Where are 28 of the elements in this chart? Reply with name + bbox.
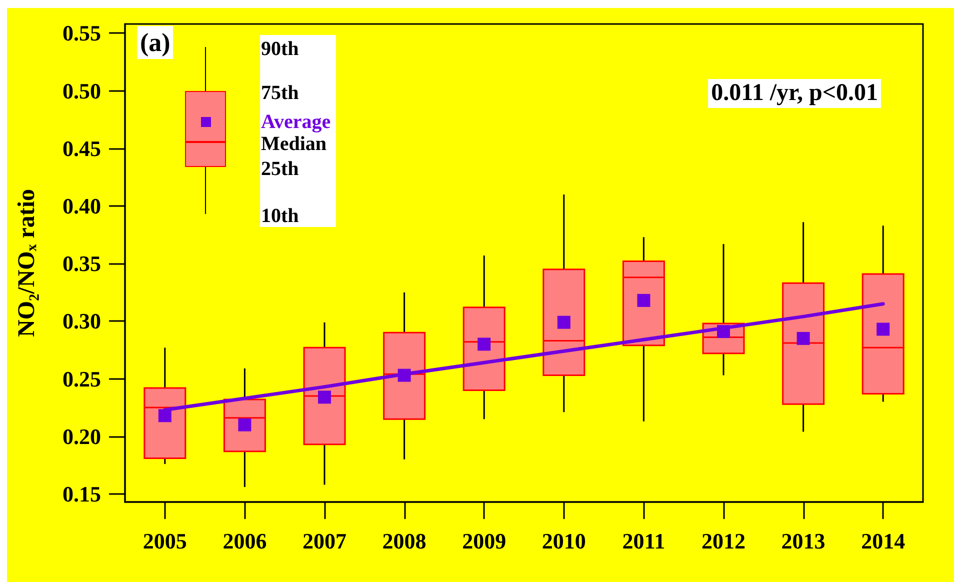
- y-tick-label: 0.20: [62, 424, 101, 449]
- y-tick-label: 0.50: [62, 78, 101, 104]
- x-tick-label: 2014: [861, 528, 906, 554]
- y-tick-label: 0.35: [62, 251, 101, 276]
- annotation: 25th: [261, 158, 299, 180]
- annotation: Average: [261, 111, 331, 133]
- annotation: Median: [261, 133, 327, 155]
- x-tick-label: 2012: [702, 528, 746, 554]
- x-tick-label: 2010: [542, 528, 586, 554]
- x-tick-label: 2011: [622, 528, 666, 554]
- annotation: (a): [137, 26, 174, 60]
- y-tick-label: 0.30: [62, 308, 101, 334]
- y-axis-title: NO₂/NOₓ ratio: [14, 188, 40, 338]
- x-tick-label: 2013: [781, 528, 826, 554]
- annotation: 10th: [261, 205, 299, 227]
- y-tick-label: 0.40: [62, 193, 101, 218]
- x-tick-label: 2007: [302, 528, 346, 554]
- annotation: 75th: [261, 82, 299, 104]
- x-tick-label: 2008: [382, 528, 426, 554]
- x-tick-label: 2006: [222, 528, 267, 554]
- annotation: 90th: [261, 38, 299, 60]
- annotation: 0.011 /yr, p<0.01: [708, 79, 881, 108]
- x-tick-label: 2009: [462, 528, 506, 554]
- y-tick-label: 0.25: [62, 366, 101, 392]
- y-tick-label: 0.15: [62, 481, 101, 506]
- x-tick-label: 2005: [142, 528, 187, 554]
- y-tick-label: 0.55: [62, 20, 101, 46]
- y-tick-label: 0.45: [62, 136, 101, 161]
